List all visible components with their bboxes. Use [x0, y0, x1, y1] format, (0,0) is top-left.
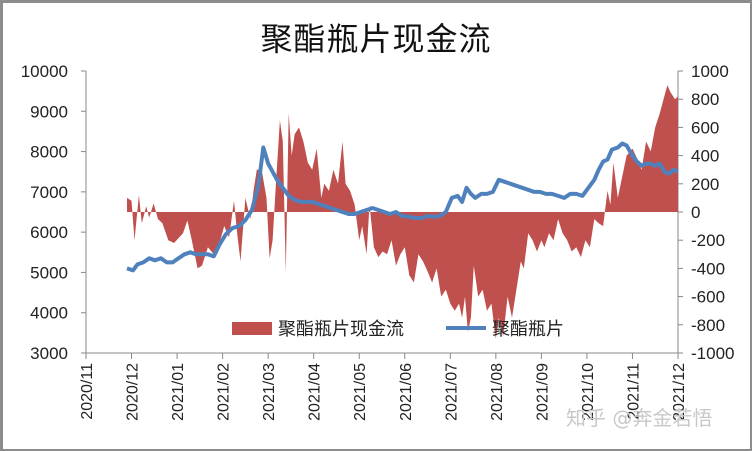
right-tick-label: 600 — [691, 118, 719, 137]
x-tick-label: 2021/04 — [307, 363, 324, 421]
x-tick-label: 2021/08 — [489, 363, 506, 421]
x-tick-label: 2020/11 — [79, 363, 96, 420]
price-line — [126, 141, 679, 273]
left-tick-label: 7000 — [30, 183, 68, 202]
x-tick-label: 2021/09 — [534, 363, 551, 421]
left-tick-label: 4000 — [30, 304, 68, 323]
chart-title: 聚酯瓶片现金流 — [260, 20, 492, 58]
legend: 聚酯瓶片现金流 聚酯瓶片 — [232, 319, 564, 340]
left-tick-label: 5000 — [30, 263, 68, 282]
right-tick-label: -1000 — [691, 344, 734, 363]
legend-swatch-cash-flow — [232, 322, 272, 335]
axes: 1000090008000700060005000400030001000800… — [21, 62, 735, 421]
right-tick-label: 200 — [691, 175, 719, 194]
x-tick-label: 2021/07 — [443, 363, 460, 421]
watermark: 知乎 @奔金若悟 — [566, 406, 712, 430]
right-tick-label: -600 — [691, 288, 725, 307]
left-tick-label: 6000 — [30, 223, 68, 242]
right-tick-label: 0 — [691, 203, 700, 222]
legend-label-cash-flow: 聚酯瓶片现金流 — [278, 319, 404, 340]
left-tick-label: 9000 — [30, 102, 68, 121]
cash-flow-area — [127, 85, 678, 339]
right-tick-label: 1000 — [691, 62, 729, 81]
x-tick-label: 2020/12 — [125, 363, 142, 421]
right-tick-label: 800 — [691, 90, 719, 109]
x-tick-label: 2021/10 — [580, 363, 597, 421]
right-tick-label: -400 — [691, 259, 725, 278]
left-tick-label: 3000 — [30, 344, 68, 363]
right-tick-label: 400 — [691, 147, 719, 166]
x-tick-label: 2021/03 — [261, 363, 278, 421]
x-tick-label: 2021/11 — [625, 363, 642, 420]
x-tick-label: 2021/05 — [352, 363, 369, 421]
x-tick-label: 2021/12 — [671, 363, 688, 421]
x-tick-label: 2021/02 — [216, 363, 233, 421]
cash-flow-area-series — [127, 85, 678, 339]
price-line-series — [126, 141, 679, 273]
x-tick-label: 2021/06 — [398, 363, 415, 421]
left-tick-label: 10000 — [21, 62, 68, 81]
right-tick-label: -200 — [691, 231, 725, 250]
left-tick-label: 8000 — [30, 143, 68, 162]
legend-label-price: 聚酯瓶片 — [492, 319, 564, 340]
right-tick-label: -800 — [691, 316, 725, 335]
x-tick-label: 2021/01 — [170, 363, 187, 421]
